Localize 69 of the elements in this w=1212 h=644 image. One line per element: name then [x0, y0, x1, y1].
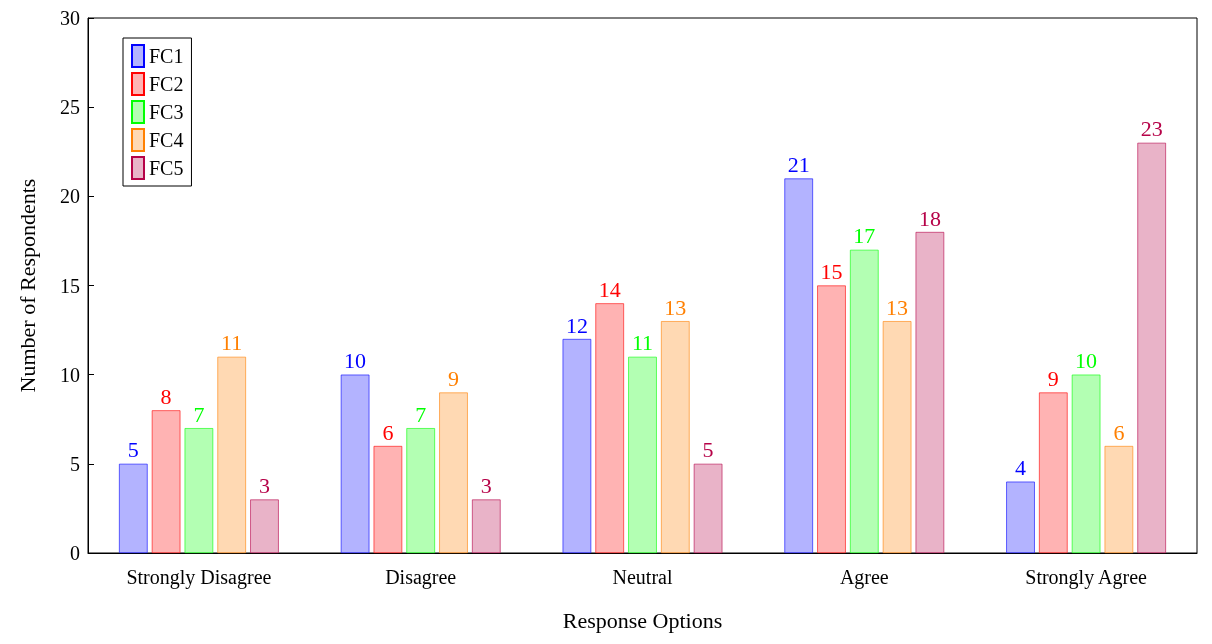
bar	[250, 499, 279, 553]
data-label: 15	[820, 259, 843, 284]
data-label: 18	[918, 205, 941, 231]
y-tick-label: 15	[60, 274, 80, 297]
bar	[119, 463, 148, 553]
bar	[151, 410, 181, 553]
bar	[184, 428, 214, 553]
data-label: 23	[1140, 116, 1163, 142]
legend-label: FC5	[149, 157, 184, 179]
bar	[882, 321, 912, 553]
bar	[340, 374, 370, 553]
data-label: 7	[193, 401, 205, 427]
data-label: 13	[664, 294, 687, 320]
x-tick-label: Strongly Agree	[1025, 566, 1148, 589]
bar	[1104, 446, 1134, 553]
legend-label: FC2	[149, 73, 184, 95]
legend-label: FC1	[149, 45, 184, 67]
legend-label: FC3	[149, 101, 184, 123]
data-label: 4	[1015, 455, 1027, 481]
bar	[628, 356, 657, 553]
bar	[784, 178, 813, 553]
legend-label: FC4	[149, 129, 184, 151]
y-axis-title: Number of Respondents	[14, 178, 40, 393]
data-label: 11	[631, 330, 654, 356]
data-label: 7	[415, 401, 427, 427]
bar	[915, 232, 945, 553]
bar	[1137, 142, 1166, 553]
data-label: 12	[565, 312, 588, 338]
bar	[1039, 392, 1068, 553]
bar	[439, 392, 468, 553]
data-label: 5	[702, 437, 714, 463]
bar	[373, 446, 403, 553]
data-label: 9	[1047, 366, 1059, 391]
bar	[217, 356, 246, 553]
bar	[817, 285, 846, 553]
bar	[1071, 374, 1101, 553]
y-tick-label: 30	[60, 7, 80, 29]
data-label: 3	[258, 473, 270, 498]
data-label: 8	[160, 383, 172, 409]
data-label: 6	[382, 419, 394, 445]
data-label: 13	[886, 294, 909, 320]
bar	[850, 249, 879, 553]
bar	[472, 499, 501, 553]
bar	[1006, 481, 1035, 553]
data-label: 17	[853, 223, 876, 249]
data-label: 10	[344, 348, 367, 374]
data-label: 14	[598, 276, 621, 302]
y-tick-label: 10	[60, 363, 80, 386]
bar	[562, 339, 592, 553]
y-tick-label: 0	[70, 542, 80, 564]
data-label: 10	[1075, 348, 1098, 374]
data-label: 9	[447, 366, 459, 391]
data-label: 6	[1113, 419, 1125, 445]
data-label: 3	[480, 473, 492, 498]
data-label: 5	[127, 437, 139, 463]
x-tick-label: Disagree	[385, 566, 457, 589]
y-tick-label: 5	[70, 452, 80, 475]
x-axis-title: Response Options	[562, 607, 723, 633]
x-tick-label: Agree	[839, 566, 889, 589]
data-label: 11	[221, 330, 243, 356]
bar	[661, 321, 690, 553]
y-tick-label: 20	[60, 185, 80, 208]
x-tick-label: Strongly Disagree	[126, 566, 272, 589]
bar	[406, 428, 435, 553]
bar	[595, 303, 624, 553]
y-tick-label: 25	[60, 96, 80, 119]
x-tick-label: Neutral	[612, 566, 673, 588]
data-label: 21	[787, 152, 810, 177]
bar	[693, 463, 723, 553]
